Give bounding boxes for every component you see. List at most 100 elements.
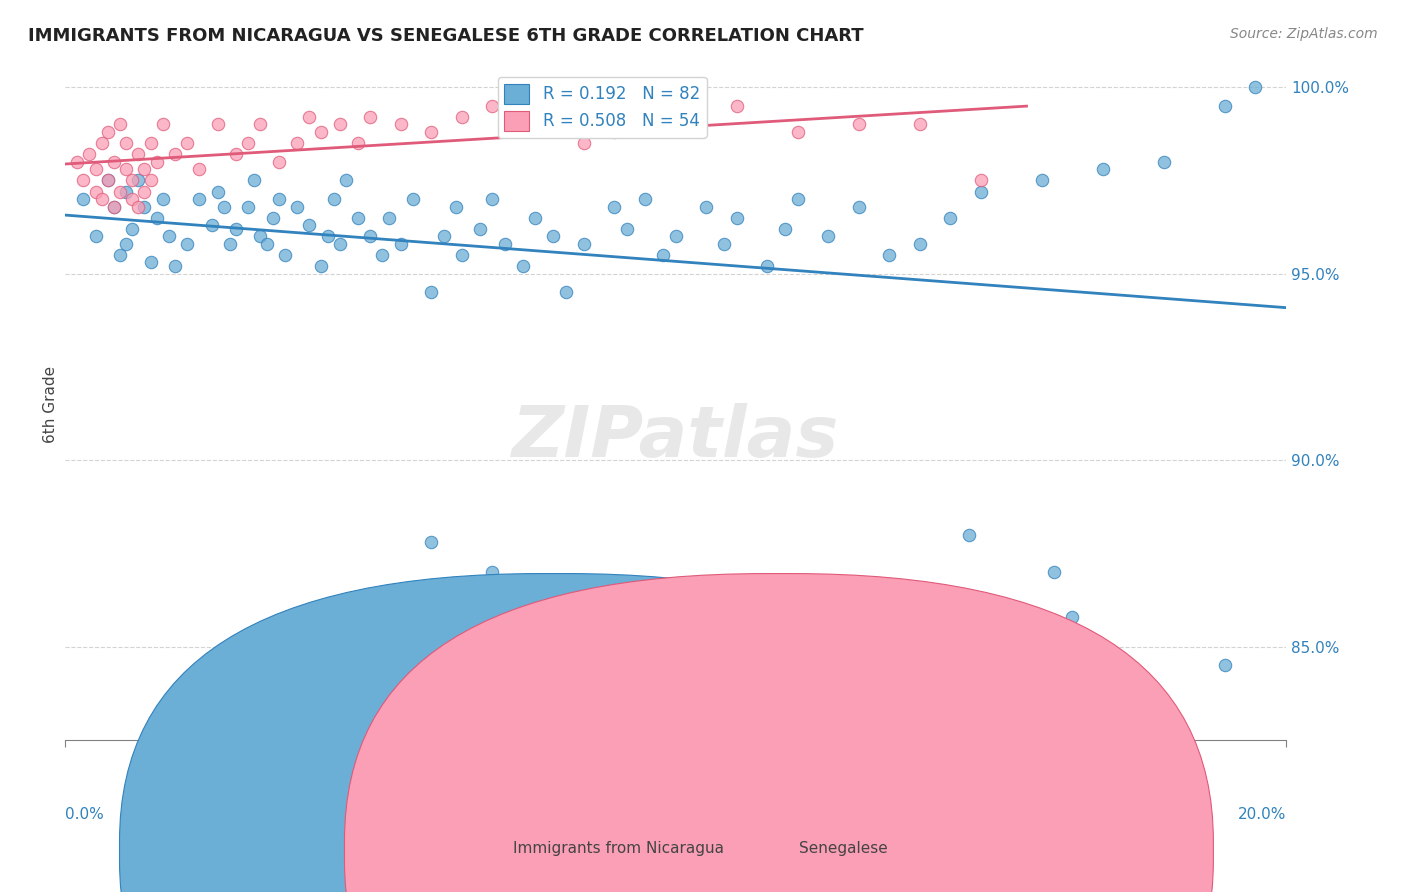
Point: [108, 118, 131, 132]
Point: [695, 200, 717, 214]
Point: [238, 200, 260, 214]
Text: Source: ZipAtlas.com: Source: ZipAtlas.com: [1230, 27, 1378, 41]
Point: [152, 192, 174, 206]
Point: [444, 200, 467, 214]
Point: [176, 236, 198, 251]
Point: [1043, 565, 1066, 579]
Point: [420, 125, 443, 139]
Point: [127, 173, 149, 187]
Point: [121, 192, 143, 206]
Point: [274, 248, 297, 262]
Point: [494, 236, 516, 251]
Point: [1031, 173, 1053, 187]
Point: [1213, 99, 1236, 113]
Point: [603, 125, 626, 139]
Point: [470, 222, 492, 236]
Point: [127, 147, 149, 161]
Point: [115, 136, 138, 150]
Point: [329, 236, 352, 251]
Point: [543, 110, 565, 124]
Point: [207, 118, 229, 132]
Point: [157, 229, 180, 244]
Point: [371, 248, 394, 262]
Point: [524, 211, 547, 225]
Point: [616, 222, 638, 236]
Point: [145, 211, 167, 225]
Point: [115, 236, 138, 251]
Point: [848, 200, 870, 214]
Point: [664, 229, 686, 244]
Text: Immigrants from Nicaragua: Immigrants from Nicaragua: [513, 841, 724, 856]
Point: [90, 192, 112, 206]
Point: [127, 200, 149, 214]
Point: [121, 173, 143, 187]
Point: [163, 259, 186, 273]
Point: [512, 118, 534, 132]
Point: [225, 147, 247, 161]
Point: [97, 173, 120, 187]
Point: [957, 527, 980, 541]
Point: [756, 259, 779, 273]
Point: [115, 185, 138, 199]
Point: [817, 229, 839, 244]
Point: [389, 236, 412, 251]
Point: [1213, 658, 1236, 673]
Point: [285, 136, 308, 150]
Point: [347, 136, 370, 150]
Point: [377, 211, 399, 225]
Point: [200, 218, 222, 232]
Point: [420, 535, 443, 549]
Point: [103, 154, 125, 169]
Point: [298, 218, 321, 232]
Legend: R = 0.192   N = 82, R = 0.508   N = 54: R = 0.192 N = 82, R = 0.508 N = 54: [498, 77, 707, 137]
Point: [402, 192, 425, 206]
Point: [970, 185, 993, 199]
Point: [603, 200, 626, 214]
Point: [634, 192, 657, 206]
Point: [335, 173, 357, 187]
Point: [572, 236, 595, 251]
Point: [176, 136, 198, 150]
Point: [939, 211, 962, 225]
Point: [311, 259, 333, 273]
Point: [908, 118, 931, 132]
Point: [262, 211, 284, 225]
Point: [267, 192, 290, 206]
Point: [108, 248, 131, 262]
Point: [219, 236, 242, 251]
Point: [786, 125, 808, 139]
Point: [316, 229, 339, 244]
Point: [481, 99, 503, 113]
Point: [572, 136, 595, 150]
Point: [97, 173, 120, 187]
Text: 20.0%: 20.0%: [1237, 807, 1286, 822]
Point: [1062, 609, 1084, 624]
Point: [1091, 162, 1114, 177]
Point: [725, 99, 748, 113]
Point: [652, 248, 675, 262]
Point: [66, 154, 89, 169]
Point: [877, 248, 900, 262]
Text: Senegalese: Senegalese: [799, 841, 889, 856]
Point: [212, 200, 235, 214]
Point: [786, 192, 808, 206]
Point: [347, 211, 370, 225]
Point: [848, 118, 870, 132]
Point: [311, 125, 333, 139]
Point: [134, 162, 156, 177]
Point: [90, 136, 112, 150]
Point: [134, 185, 156, 199]
Point: [1244, 80, 1267, 95]
Point: [103, 200, 125, 214]
Point: [163, 147, 186, 161]
Point: [72, 173, 94, 187]
Point: [188, 192, 211, 206]
Point: [103, 200, 125, 214]
Point: [84, 162, 107, 177]
Point: [249, 118, 271, 132]
Text: ZIPatlas: ZIPatlas: [512, 403, 839, 472]
Point: [634, 118, 657, 132]
Point: [225, 222, 247, 236]
Point: [389, 118, 412, 132]
Point: [72, 192, 94, 206]
